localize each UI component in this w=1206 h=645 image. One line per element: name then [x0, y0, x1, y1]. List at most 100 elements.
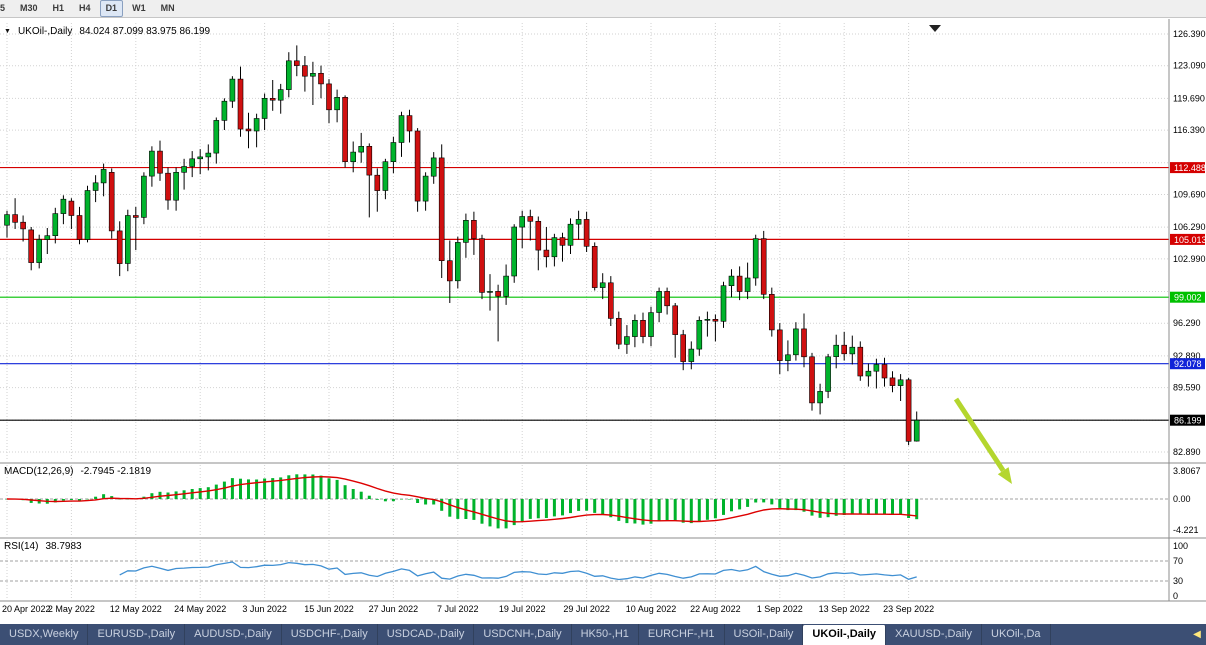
macd-histogram-bar: [222, 481, 226, 499]
macd-histogram-bar: [609, 499, 613, 518]
date-label: 13 Sep 2022: [819, 604, 870, 614]
macd-histogram-bar: [858, 499, 862, 515]
tab-usdcnh-daily[interactable]: USDCNH-,Daily: [474, 624, 572, 645]
macd-histogram-bar: [255, 479, 259, 499]
candle-down: [76, 215, 83, 240]
macd-histogram-bar: [102, 494, 106, 499]
candle-down: [479, 238, 485, 293]
candle-up: [422, 175, 429, 202]
macd-histogram-bar: [762, 499, 766, 503]
candle-down: [237, 78, 244, 130]
macd-histogram-bar: [263, 478, 267, 499]
candle-up: [688, 348, 695, 362]
candle-up: [44, 235, 51, 240]
tab-usdcad-daily[interactable]: USDCAD-,Daily: [378, 624, 475, 645]
period-button-m30[interactable]: M30: [20, 3, 38, 13]
macd-histogram-bar: [730, 499, 733, 512]
tab-usoil-daily[interactable]: USOil-,Daily: [725, 624, 804, 645]
tab-eurchf-h1[interactable]: EURCHF-,H1: [639, 624, 725, 645]
period-button-mn[interactable]: MN: [160, 3, 175, 13]
candle-down: [302, 65, 308, 77]
macd-histogram-bar: [456, 499, 460, 519]
candle-down: [406, 115, 413, 132]
candle-up: [511, 226, 518, 277]
macd-histogram-bar: [915, 499, 919, 520]
macd-histogram-bar: [907, 499, 911, 518]
macd-histogram-bar: [150, 493, 154, 499]
candle-up: [205, 152, 212, 158]
macd-histogram-bar: [287, 475, 291, 499]
symbol-tabbar: USDX,Weekly EURUSD-,Daily AUDUSD-,Daily USD…: [0, 624, 1206, 645]
tab-usdx-weekly[interactable]: USDX,Weekly: [0, 624, 89, 645]
macd-histogram-bar: [899, 499, 903, 515]
candle-up: [221, 100, 228, 121]
candle-up: [390, 142, 397, 163]
tab-ukoil-da[interactable]: UKOil-,Da: [982, 624, 1051, 645]
macd-histogram-bar: [480, 499, 484, 524]
candle-up: [575, 219, 582, 225]
date-label: 15 Jun 2022: [304, 604, 354, 614]
arrow-annotation-head[interactable]: [997, 467, 1012, 484]
candle-up: [873, 364, 880, 372]
candle-up: [261, 98, 268, 119]
macd-histogram-bar: [818, 499, 822, 518]
candle-up: [52, 213, 59, 237]
candle-up: [825, 356, 831, 392]
macd-histogram-bar: [786, 499, 790, 511]
candle-up: [599, 282, 606, 288]
candle-down: [905, 379, 912, 442]
date-label: 24 May 2022: [174, 604, 226, 614]
macd-axis-label: 3.8067: [1173, 466, 1201, 476]
candle-up: [253, 118, 260, 132]
candle-down: [374, 174, 381, 191]
price-axis-label: 89.590: [1173, 383, 1201, 393]
candle-down: [776, 329, 783, 361]
candle-down: [12, 214, 18, 223]
candle-down: [768, 293, 775, 331]
macd-histogram-bar: [375, 499, 379, 500]
candle-down: [414, 130, 421, 202]
period-button-d1[interactable]: D1: [99, 0, 124, 17]
tab-scroll-left-button[interactable]: ◀: [1189, 626, 1205, 643]
tab-eurusd-daily[interactable]: EURUSD-,Daily: [88, 624, 186, 645]
candle-down: [583, 219, 590, 247]
candle-up: [519, 216, 526, 228]
price-badge-label: 105.013: [1174, 235, 1206, 245]
tab-ukoil-daily[interactable]: UKOil-,Daily: [803, 625, 886, 645]
tab-xauusd-daily[interactable]: XAUUSD-,Daily: [886, 624, 983, 645]
period-button-h1[interactable]: H1: [52, 3, 65, 13]
period-button-5[interactable]: 5: [0, 3, 6, 13]
macd-histogram-bar: [448, 499, 452, 517]
candle-down: [108, 172, 115, 232]
macd-histogram-bar: [335, 479, 339, 499]
macd-histogram-bar: [569, 499, 572, 514]
tab-usdchf-daily[interactable]: USDCHF-,Daily: [282, 624, 378, 645]
macd-histogram-bar: [416, 499, 420, 503]
price-axis-label: 123.090: [1173, 61, 1206, 71]
period-button-h4[interactable]: H4: [79, 3, 91, 13]
macd-histogram-bar: [665, 499, 669, 521]
macd-histogram-bar: [158, 491, 162, 499]
chart-canvas[interactable]: 20 Apr 2022 2 May 2022 12 May 2022 24 May 2…: [0, 19, 1206, 624]
macd-histogram-bar: [536, 499, 540, 519]
candle-down: [591, 246, 598, 288]
rsi-line: [119, 561, 917, 581]
arrow-annotation-shaft[interactable]: [953, 397, 1006, 472]
rsi-axis-label: 70: [1173, 556, 1183, 566]
macd-histogram-bar: [722, 499, 725, 515]
candle-up: [382, 161, 389, 191]
candle-up: [704, 318, 711, 321]
price-axis-label: 126.390: [1173, 29, 1206, 39]
macd-histogram-bar: [247, 479, 250, 499]
macd-histogram-bar: [504, 499, 508, 529]
macd-histogram-bar: [842, 499, 846, 515]
candle-up: [487, 291, 493, 293]
macd-histogram-bar: [472, 499, 476, 520]
tab-hk50-h1[interactable]: HK50-,H1: [572, 624, 639, 645]
period-button-w1[interactable]: W1: [132, 3, 146, 13]
macd-histogram-bar: [279, 477, 283, 499]
tab-audusd-daily[interactable]: AUDUSD-,Daily: [185, 624, 282, 645]
price-axis-label: 92.890: [1173, 351, 1201, 361]
macd-histogram-bar: [239, 478, 242, 499]
